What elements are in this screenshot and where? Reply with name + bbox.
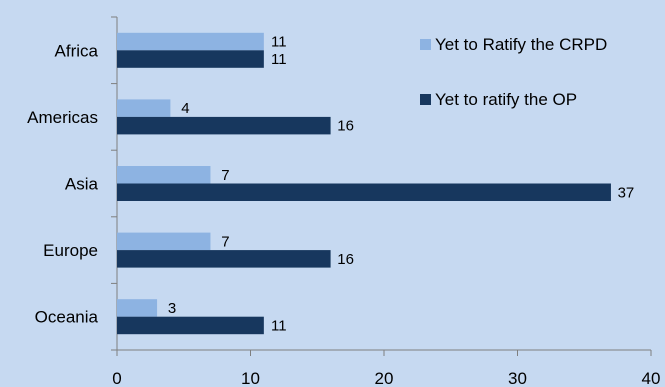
x-tick-label: 40 [642, 369, 661, 387]
data-label-oceania-op: 11 [271, 317, 287, 334]
data-label-americas-crpd: 4 [181, 100, 189, 117]
bar-africa-op [117, 50, 264, 68]
bar-asia-op [117, 183, 611, 201]
data-label-asia-op: 37 [618, 184, 635, 201]
bar-oceania-crpd [117, 299, 158, 317]
x-tick-label: 20 [375, 369, 394, 387]
data-label-europe-op: 16 [337, 251, 354, 268]
bar-americas-op [117, 116, 331, 135]
data-label-europe-crpd: 7 [221, 233, 229, 250]
data-label-africa-crpd: 11 [271, 34, 287, 51]
x-tick-label: 30 [508, 369, 527, 387]
legend-label-2: Yet to ratify the OP [435, 90, 577, 109]
category-label-oceania: Oceania [35, 308, 99, 327]
bar-asia-crpd [117, 166, 211, 184]
x-tick-label: 0 [112, 369, 121, 387]
category-label-africa: Africa [55, 41, 99, 60]
data-label-africa-op: 11 [271, 51, 287, 68]
category-label-europe: Europe [43, 241, 98, 260]
category-label-asia: Asia [65, 175, 99, 194]
legend: Yet to Ratify the CRPD Yet to ratify the … [420, 35, 607, 109]
bar-americas-crpd [117, 99, 171, 117]
bar-europe-crpd [117, 232, 211, 251]
x-tick-label: 10 [241, 369, 260, 387]
data-label-oceania-crpd: 3 [168, 300, 176, 317]
bar-europe-op [117, 250, 331, 268]
legend-swatch-2 [420, 94, 431, 105]
bar-oceania-op [117, 316, 264, 335]
legend-label-1: Yet to Ratify the CRPD [435, 35, 607, 54]
data-label-americas-op: 16 [337, 118, 354, 135]
data-label-asia-crpd: 7 [221, 167, 229, 184]
bar-africa-crpd [117, 32, 264, 51]
legend-swatch-1 [420, 39, 431, 50]
category-label-americas: Americas [27, 108, 98, 127]
